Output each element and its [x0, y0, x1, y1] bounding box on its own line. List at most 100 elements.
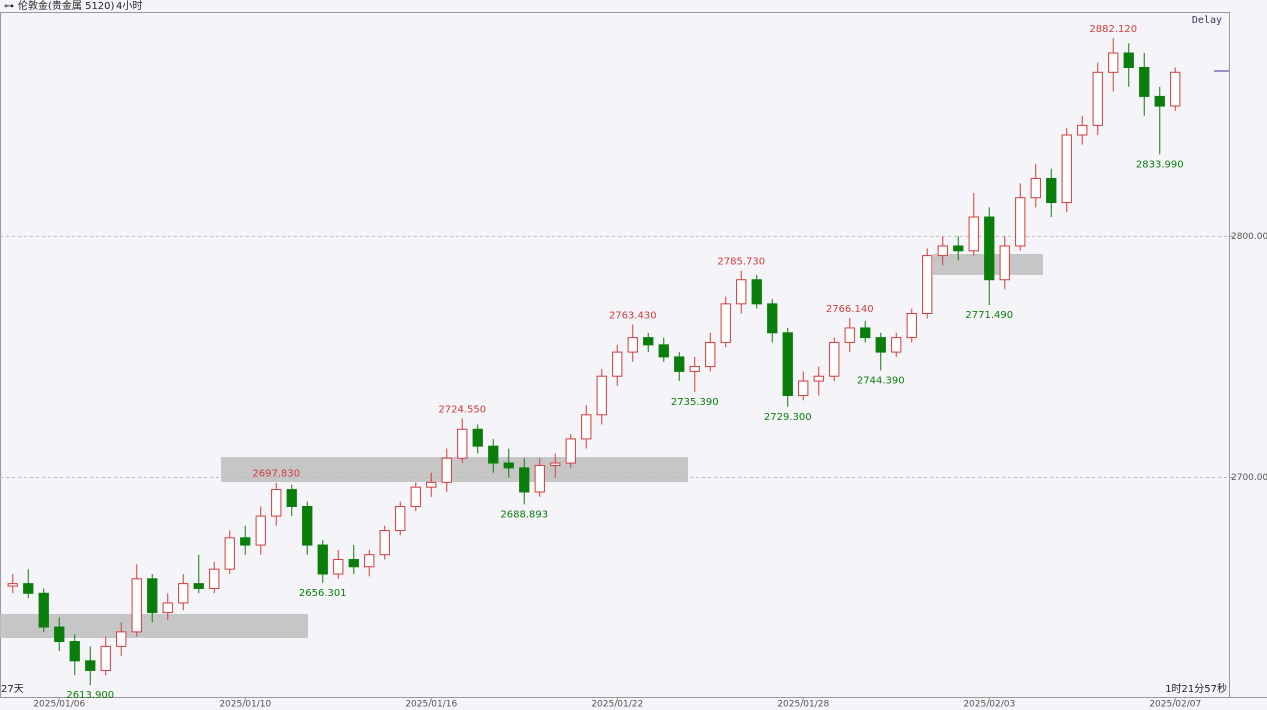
candle-body: [829, 341, 840, 377]
low-label: 2613.900: [66, 690, 114, 701]
candle-body: [302, 505, 313, 546]
y-tick-label: 2700.000: [1231, 473, 1267, 483]
candle-body: [147, 578, 158, 614]
candle-body: [410, 486, 421, 507]
candle-body: [953, 245, 964, 252]
candle-body: [565, 438, 576, 464]
candle-body: [426, 481, 437, 488]
candle-body: [813, 375, 824, 382]
candle-body: [69, 641, 80, 662]
candle-body: [333, 559, 344, 575]
zone: [0, 614, 308, 638]
candle-body: [441, 457, 452, 483]
candle-body: [178, 583, 189, 604]
candle-body: [1077, 124, 1088, 136]
low-label: 2735.390: [671, 397, 719, 408]
candle-body: [860, 327, 871, 339]
candle-body: [503, 462, 514, 469]
candle-body: [705, 341, 716, 368]
candle-body: [519, 467, 530, 493]
low-label: 2688.893: [500, 509, 548, 520]
candle-body: [488, 445, 499, 464]
candle-body: [240, 537, 251, 546]
candle-body: [224, 537, 235, 570]
candle-body: [1139, 66, 1150, 97]
candle-body: [100, 645, 111, 671]
candle-body: [286, 489, 297, 507]
candle-body: [720, 303, 731, 343]
candle-body: [736, 279, 747, 305]
candle-body: [472, 428, 483, 447]
candle-body: [627, 337, 638, 353]
candle-body: [379, 530, 390, 556]
candle-body: [782, 332, 793, 397]
candle-body: [85, 660, 96, 671]
header-icon: ⊶: [4, 1, 14, 12]
candle-body: [1046, 177, 1057, 204]
candle-body: [395, 505, 406, 532]
candle-body: [751, 279, 762, 305]
x-tick-label: 2025/01/06: [33, 700, 85, 710]
high-label: 2882.120: [1089, 24, 1137, 35]
low-label: 2729.300: [764, 412, 812, 423]
candle-body: [643, 337, 654, 346]
candle-body: [1154, 95, 1165, 107]
x-tick-label: 2025/01/22: [591, 700, 643, 710]
candle-body: [844, 327, 855, 343]
candle-body: [162, 602, 173, 614]
candle-body: [209, 568, 220, 589]
low-label: 2833.990: [1136, 159, 1184, 170]
candle-body: [1092, 71, 1103, 126]
candle-body: [674, 356, 685, 372]
candle-body: [193, 583, 204, 589]
x-tick-label: 2025/02/07: [1149, 700, 1201, 710]
candle-body: [875, 337, 886, 353]
candle-body: [612, 351, 623, 377]
range-label: 27天: [1, 684, 24, 695]
candle-body: [767, 303, 778, 334]
candle-body: [54, 626, 65, 643]
candle-body: [348, 559, 359, 568]
candle-body: [1108, 52, 1119, 73]
high-label: 2766.140: [826, 304, 874, 315]
candle-body: [581, 414, 592, 440]
x-tick-label: 2025/01/10: [219, 700, 271, 710]
candle-body: [1061, 134, 1072, 204]
candle-body: [1170, 71, 1181, 107]
x-tick-label: 2025/01/16: [405, 700, 457, 710]
high-label: 2724.550: [438, 404, 486, 415]
candle-body: [23, 583, 34, 594]
candle-body: [364, 554, 375, 568]
candle-body: [271, 489, 282, 517]
zone: [221, 457, 688, 482]
candle-body: [798, 380, 809, 397]
candle-body: [317, 544, 328, 575]
candle-body: [255, 515, 266, 546]
candle-body: [596, 375, 607, 416]
candle-body: [922, 255, 933, 314]
status: Delay: [1192, 15, 1222, 26]
candle-body: [968, 216, 979, 252]
x-tick-label: 2025/01/28: [777, 700, 829, 710]
candle-body: [1030, 177, 1041, 199]
candle-body: [906, 312, 917, 339]
high-label: 2785.730: [717, 257, 765, 268]
candle-body: [1123, 52, 1134, 68]
low-label: 2771.490: [965, 310, 1013, 321]
candle-body: [457, 428, 468, 459]
countdown: 1时21分57秒: [1165, 682, 1227, 695]
low-label: 2744.390: [857, 375, 905, 386]
candle-body: [937, 245, 948, 257]
high-label: 2763.430: [609, 311, 657, 322]
candle-body: [550, 462, 561, 466]
candle-body: [689, 366, 700, 372]
candle-body: [999, 245, 1010, 281]
candle-body: [1015, 197, 1026, 247]
low-label: 2656.301: [299, 588, 347, 599]
x-tick-label: 2025/02/03: [963, 700, 1015, 710]
period[interactable]: 4小时: [116, 0, 142, 12]
candle-body: [7, 583, 18, 587]
candle-body: [658, 344, 669, 358]
